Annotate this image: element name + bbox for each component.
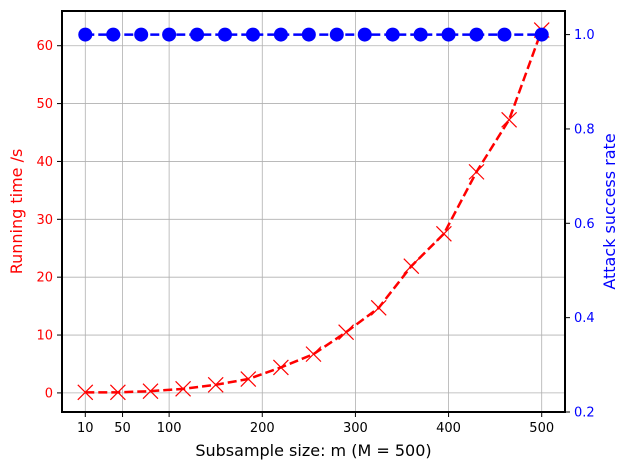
series-layer: [77, 22, 550, 401]
data-point: [190, 27, 205, 42]
data-point: [301, 27, 316, 42]
data-point: [207, 376, 224, 393]
data-point: [501, 111, 518, 128]
x-tick-label: 300: [343, 421, 368, 436]
data-point: [435, 225, 452, 242]
series-line: [85, 29, 543, 394]
data-point: [441, 27, 456, 42]
data-point: [106, 27, 121, 42]
data-point: [357, 27, 372, 42]
data-point: [78, 27, 93, 42]
data-point: [142, 383, 159, 400]
data-point: [413, 27, 428, 42]
y-left-tick-label: 60: [36, 39, 53, 54]
y-right-tick-label: 0.2: [574, 406, 595, 421]
y-right-tick-label: 0.8: [574, 122, 595, 137]
x-tick-label: 400: [436, 421, 461, 436]
x-tick-label: 50: [114, 421, 131, 436]
plot-frame: [61, 10, 566, 413]
x-tick-label: 500: [529, 421, 554, 436]
data-point: [469, 27, 484, 42]
data-point: [403, 258, 420, 275]
y-left-tick-label: 30: [36, 213, 53, 228]
grid: [62, 11, 565, 412]
data-point: [370, 299, 387, 316]
data-point: [497, 27, 512, 42]
data-point: [534, 27, 549, 42]
data-point: [245, 27, 260, 42]
data-point: [240, 371, 257, 387]
series-right: [78, 27, 549, 42]
data-point: [109, 384, 126, 401]
y-right-tick-label: 0.6: [574, 217, 595, 232]
y-right-tick-label: 1.0: [574, 28, 595, 43]
series-left: [77, 22, 550, 401]
y-left-tick-label: 10: [36, 329, 53, 344]
data-point: [468, 163, 485, 180]
y-axis-left-label: Running time /s: [7, 149, 26, 275]
data-point: [305, 346, 322, 363]
y-left-tick-label: 40: [36, 155, 53, 170]
y-right-tick-label: 0.4: [574, 311, 595, 326]
y-left-tick-label: 0: [45, 386, 53, 401]
y-left-tick-label: 50: [36, 97, 53, 112]
x-tick-label: 200: [250, 421, 275, 436]
data-point: [134, 27, 149, 42]
x-tick-label: 100: [157, 421, 182, 436]
data-point: [272, 359, 289, 376]
data-point: [218, 27, 233, 42]
data-point: [273, 27, 288, 42]
axes: 10 50 100 200 300 400 500 0 10 20 30 40 50 60 0.2 0.4 0.…: [36, 28, 594, 436]
data-point: [77, 384, 94, 401]
data-point: [162, 27, 177, 42]
data-point: [385, 27, 400, 42]
data-point: [338, 324, 355, 341]
x-axis-label: Subsample size: m (M = 500): [195, 441, 431, 460]
data-point: [329, 27, 344, 42]
data-point: [175, 380, 192, 397]
x-tick-label: 10: [77, 421, 94, 436]
y-axis-right-label: Attack success rate: [600, 133, 619, 289]
y-left-tick-label: 20: [36, 271, 53, 286]
